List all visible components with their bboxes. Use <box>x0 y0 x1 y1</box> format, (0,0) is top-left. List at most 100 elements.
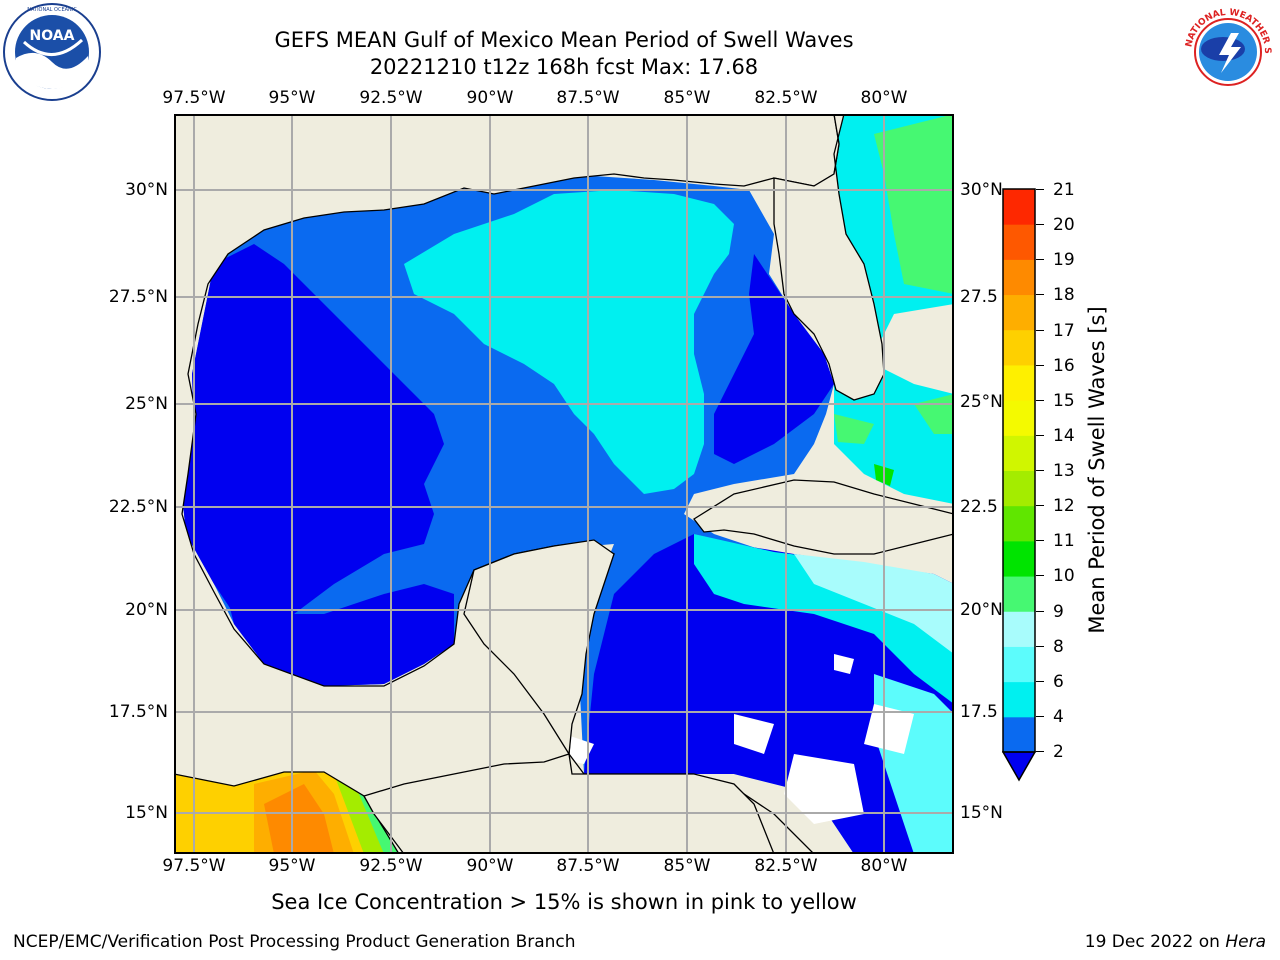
florida-land <box>773 113 885 401</box>
lon-label-top: 85°W <box>663 88 711 108</box>
chart-title: GEFS MEAN Gulf of Mexico Mean Period of … <box>274 28 854 52</box>
lon-label-top: 87.5°W <box>556 88 620 108</box>
colorbar-tick-mark <box>1036 575 1044 577</box>
colorbar-tick-label: 17 <box>1053 320 1075 341</box>
lat-label-left: 20°N <box>125 600 168 620</box>
map-panel <box>173 113 955 855</box>
colorbar-label: Mean Period of Swell Waves [s] <box>1085 306 1109 634</box>
lat-label-right: 22.5 <box>960 497 998 517</box>
colorbar-band <box>1003 364 1035 401</box>
colorbar-band <box>1003 224 1035 260</box>
colorbar-tick-mark <box>1036 715 1044 717</box>
colorbar-band <box>1003 646 1035 683</box>
colorbar-tick-mark <box>1036 505 1044 507</box>
colorbar-tick-label: 11 <box>1053 531 1075 552</box>
colorbar-tick-label: 9 <box>1053 601 1064 622</box>
map-frame <box>174 114 954 854</box>
nws-logo: NATIONAL WEATHER SERVICE <box>1176 0 1277 101</box>
colorbar-band <box>1003 505 1035 542</box>
colorbar-band <box>1003 716 1035 753</box>
colorbar <box>1001 188 1037 782</box>
lon-label-top: 97.5°W <box>162 88 226 108</box>
footer-date-text: 19 Dec 2022 on <box>1084 932 1226 952</box>
lon-label-bottom: 95°W <box>268 856 316 876</box>
colorbar-tick-label: 6 <box>1053 671 1064 692</box>
colorbar-band <box>1003 189 1035 225</box>
map-gridlines <box>174 114 954 854</box>
footer-credit: NCEP/EMC/Verification Post Processing Pr… <box>13 932 576 952</box>
lat-label-left: 30°N <box>125 180 168 200</box>
colorbar-tick-label: 8 <box>1053 636 1064 657</box>
colorbar-tick-mark <box>1036 189 1044 190</box>
lon-label-top: 80°W <box>860 88 908 108</box>
colorbar-tick-label: 16 <box>1053 355 1075 376</box>
colorbar-tick-label: 10 <box>1053 566 1075 587</box>
lon-label-top: 90°W <box>466 88 514 108</box>
lat-label-right: 27.5 <box>960 287 998 307</box>
deep-blue-west <box>182 244 444 634</box>
lon-label-bottom: 80°W <box>860 856 908 876</box>
lat-label-right: 20°N <box>960 600 1003 620</box>
colorbar-tick-mark <box>1036 294 1044 296</box>
colorbar-band <box>1003 294 1035 331</box>
colorbar-band <box>1003 470 1035 507</box>
colorbar-tick-label: 20 <box>1053 215 1075 236</box>
cyan-central <box>404 190 734 494</box>
footer-host: Hera <box>1225 932 1266 952</box>
colorbar-tick-mark <box>1036 364 1044 366</box>
colorbar-tick-mark <box>1036 751 1044 752</box>
colorbar-tick-label: 4 <box>1053 706 1064 727</box>
colorbar-tick-mark <box>1036 610 1044 612</box>
lat-label-right: 25°N <box>960 392 1003 412</box>
lon-label-bottom: 82.5°W <box>754 856 818 876</box>
colorbar-tick-label: 12 <box>1053 496 1075 517</box>
lon-label-bottom: 85°W <box>663 856 711 876</box>
chart-subtitle: 20221210 t12z 168h fcst Max: 17.68 <box>369 55 759 79</box>
colorbar-frame <box>1002 188 1036 753</box>
svg-text:NOAA: NOAA <box>30 28 75 44</box>
colorbar-tick-mark <box>1036 399 1044 401</box>
colorbar-band <box>1003 611 1035 647</box>
colorbar-band <box>1003 329 1035 366</box>
colorbar-band <box>1003 576 1035 612</box>
colorbar-tick-mark <box>1036 434 1044 436</box>
lat-label-left: 25°N <box>125 394 168 414</box>
colorbar-extend-arrow <box>1001 751 1037 782</box>
yucatan-land <box>463 539 615 756</box>
lat-label-right: 30°N <box>960 180 1003 200</box>
colorbar-tick-mark <box>1036 224 1044 226</box>
lon-label-top: 82.5°W <box>754 88 818 108</box>
cuba-land <box>693 479 955 555</box>
colorbar-tick-mark <box>1036 329 1044 331</box>
colorbar-tick-mark <box>1036 259 1044 261</box>
colorbar-tick-label: 18 <box>1053 285 1075 306</box>
noaa-logo: NOAA NATIONAL OCEANIC <box>2 2 102 102</box>
lat-label-left: 17.5°N <box>108 702 168 722</box>
lon-label-bottom: 87.5°W <box>556 856 620 876</box>
sea-ice-note: Sea Ice Concentration > 15% is shown in … <box>271 890 857 914</box>
lat-label-right: 17.5 <box>960 702 998 722</box>
colorbar-tick-label: 13 <box>1053 461 1075 481</box>
lat-label-left: 22.5°N <box>108 497 168 517</box>
colorbar-tick-label: 19 <box>1053 250 1075 271</box>
lat-label-left: 15°N <box>125 803 168 823</box>
lat-label-right: 15°N <box>960 803 1003 823</box>
lon-label-bottom: 97.5°W <box>162 856 226 876</box>
colorbar-tick-label: 2 <box>1053 742 1064 762</box>
footer-date: 19 Dec 2022 on Hera <box>1085 932 1266 952</box>
colorbar-tick-mark <box>1036 680 1044 682</box>
colorbar-band <box>1003 435 1035 471</box>
colorbar-band <box>1003 540 1035 577</box>
lon-label-bottom: 92.5°W <box>359 856 423 876</box>
lon-label-top: 95°W <box>268 88 316 108</box>
colorbar-band <box>1003 400 1035 436</box>
colorbar-tick-label: 14 <box>1053 425 1075 446</box>
colorbar-tick-mark <box>1036 645 1044 647</box>
colorbar-tick-label: 21 <box>1053 180 1075 200</box>
colorbar-band <box>1003 681 1035 718</box>
colorbar-tick-mark <box>1036 540 1044 542</box>
colorbar-tick-mark <box>1036 470 1044 471</box>
lon-label-bottom: 90°W <box>466 856 514 876</box>
colorbar-band <box>1003 259 1035 296</box>
lon-label-top: 92.5°W <box>359 88 423 108</box>
